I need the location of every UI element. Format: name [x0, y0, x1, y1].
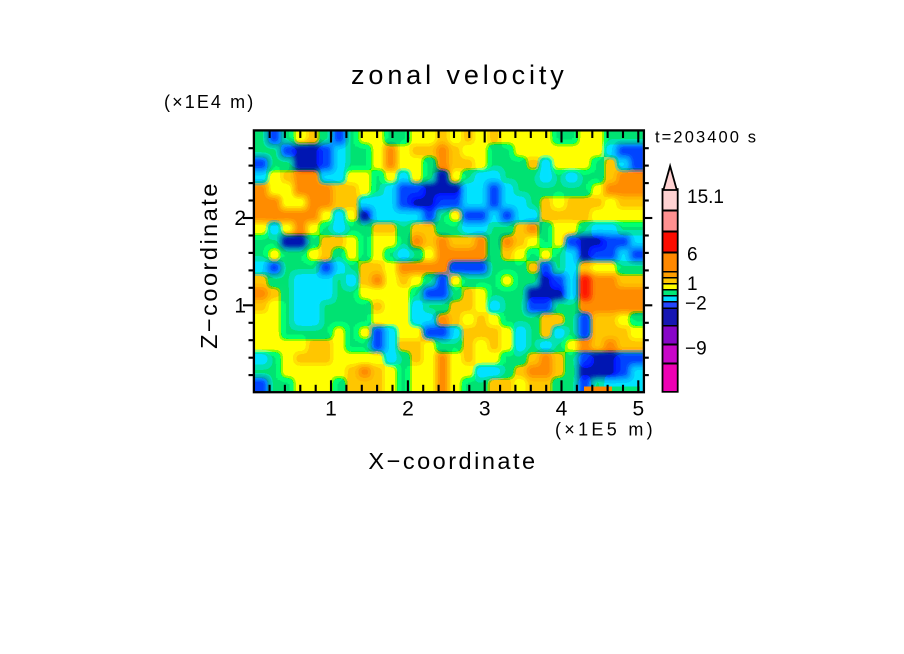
svg-text:(×1E5 m): (×1E5 m) [555, 420, 656, 440]
svg-text:t=203400 s: t=203400 s [655, 129, 758, 147]
svg-text:5: 5 [632, 398, 644, 421]
svg-text:(×1E4 m): (×1E4 m) [164, 92, 255, 112]
svg-text:−9: −9 [685, 339, 707, 360]
svg-text:1: 1 [234, 295, 246, 318]
svg-text:2: 2 [402, 398, 414, 421]
svg-text:zonal velocity: zonal velocity [351, 60, 568, 90]
svg-text:−2: −2 [685, 294, 707, 315]
svg-text:X−coordinate: X−coordinate [368, 448, 537, 474]
svg-text:15.1: 15.1 [687, 187, 724, 208]
svg-text:Z−coordinate: Z−coordinate [196, 181, 222, 349]
svg-text:3: 3 [479, 398, 491, 421]
svg-text:1: 1 [325, 398, 337, 421]
svg-text:1: 1 [687, 274, 698, 295]
svg-text:2: 2 [234, 207, 246, 230]
svg-text:4: 4 [556, 398, 568, 421]
svg-text:6: 6 [687, 245, 698, 266]
